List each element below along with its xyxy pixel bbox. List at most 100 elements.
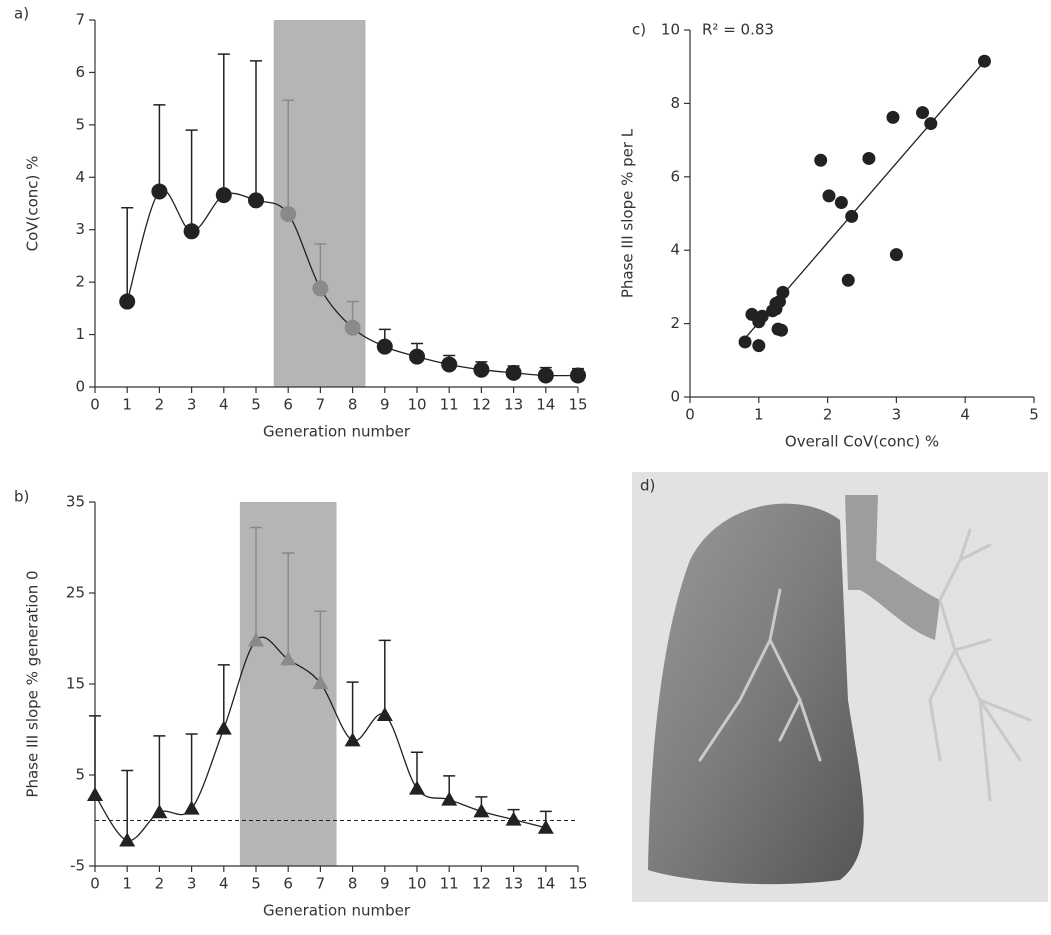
x-tick-label: 3 <box>187 875 197 893</box>
x-axis-label: Overall CoV(conc) % <box>785 433 939 451</box>
error-bar <box>121 206 134 302</box>
x-tick-label: 2 <box>823 406 833 424</box>
x-tick-label: 8 <box>348 875 358 893</box>
data-point <box>473 361 490 378</box>
data-point <box>916 106 930 120</box>
y-axis-label: CoV(conc) % <box>24 156 42 252</box>
error-bar <box>217 664 230 729</box>
x-tick-label: 1 <box>122 875 132 893</box>
data-point <box>409 780 425 795</box>
data-point <box>862 151 876 165</box>
data-point <box>537 819 554 834</box>
lung-rendering <box>632 472 1048 902</box>
data-point <box>376 706 393 721</box>
x-tick-label: 3 <box>892 406 902 424</box>
data-point <box>215 720 232 735</box>
data-point <box>183 800 200 815</box>
y-tick-label: 5 <box>75 115 85 133</box>
error-bar <box>89 715 101 796</box>
x-tick-label: 10 <box>407 875 426 893</box>
annotation: R² = 0.83 <box>702 21 774 39</box>
x-tick-label: 12 <box>472 875 491 893</box>
data-point <box>473 803 490 818</box>
x-tick-label: 11 <box>440 396 459 414</box>
error-bar <box>250 60 262 201</box>
data-point <box>151 183 168 200</box>
y-tick-label: 4 <box>670 241 680 259</box>
data-point <box>505 364 522 381</box>
y-axis-label: Phase III slope % per L <box>619 128 637 298</box>
x-tick-label: 13 <box>504 875 523 893</box>
data-point <box>775 323 789 337</box>
y-tick-label: 2 <box>75 273 85 291</box>
panel-label: c) <box>632 21 646 39</box>
data-point <box>822 189 836 203</box>
x-tick-label: 9 <box>380 396 390 414</box>
data-point <box>248 192 264 209</box>
x-tick-label: 7 <box>316 875 326 893</box>
y-tick-label: 5 <box>75 766 85 784</box>
y-axis-label: Phase III slope % generation 0 <box>24 570 42 797</box>
data-point <box>537 367 554 384</box>
data-point <box>312 675 329 690</box>
error-bar <box>185 129 198 232</box>
x-tick-label: 6 <box>283 396 293 414</box>
y-tick-label: 6 <box>670 167 680 185</box>
data-point <box>280 651 297 666</box>
x-tick-label: 10 <box>407 396 426 414</box>
error-bar <box>378 639 391 715</box>
data-point <box>570 367 586 384</box>
data-point <box>752 339 766 353</box>
data-point <box>183 223 200 240</box>
y-tick-label: 2 <box>670 314 680 332</box>
x-tick-label: 4 <box>219 875 229 893</box>
x-tick-label: 5 <box>1029 406 1039 424</box>
x-tick-label: 3 <box>187 396 197 414</box>
x-tick-label: 0 <box>90 396 100 414</box>
error-bar <box>121 769 134 841</box>
x-axis-label: Generation number <box>263 423 411 441</box>
data-point <box>505 811 522 826</box>
y-tick-label: -5 <box>70 857 85 875</box>
data-point <box>248 632 264 647</box>
panel-label: d) <box>640 477 655 495</box>
error-bar <box>282 552 295 660</box>
data-point <box>977 54 991 68</box>
y-tick-label: 8 <box>670 94 680 112</box>
error-bar <box>153 735 166 813</box>
x-tick-label: 2 <box>155 875 165 893</box>
y-tick-label: 3 <box>75 220 85 238</box>
data-point <box>834 195 848 209</box>
data-point <box>87 787 103 802</box>
x-tick-label: 5 <box>251 396 261 414</box>
x-axis-label: Generation number <box>263 902 411 920</box>
data-point <box>312 280 329 297</box>
y-tick-label: 7 <box>75 11 85 29</box>
y-tick-label: 25 <box>66 584 85 602</box>
x-tick-label: 4 <box>960 406 970 424</box>
lung-lobe <box>648 503 864 885</box>
x-tick-label: 14 <box>536 396 555 414</box>
y-tick-label: 6 <box>75 63 85 81</box>
error-bar <box>346 681 359 741</box>
x-tick-label: 12 <box>472 396 491 414</box>
y-tick-label: 10 <box>661 21 680 39</box>
data-point <box>409 348 425 365</box>
x-tick-label: 11 <box>440 875 459 893</box>
y-tick-label: 0 <box>75 378 85 396</box>
data-point <box>841 273 855 287</box>
x-tick-label: 9 <box>380 875 390 893</box>
x-tick-label: 0 <box>685 406 695 424</box>
data-point <box>769 302 783 316</box>
data-point <box>886 110 900 124</box>
data-point <box>441 356 458 373</box>
data-point <box>344 319 361 336</box>
data-point <box>845 209 859 223</box>
data-point <box>738 335 752 349</box>
error-bar <box>282 99 295 214</box>
x-tick-label: 14 <box>536 875 555 893</box>
data-point <box>119 832 136 847</box>
bronchi <box>698 528 1032 802</box>
x-tick-label: 2 <box>155 396 165 414</box>
data-point <box>376 338 393 355</box>
